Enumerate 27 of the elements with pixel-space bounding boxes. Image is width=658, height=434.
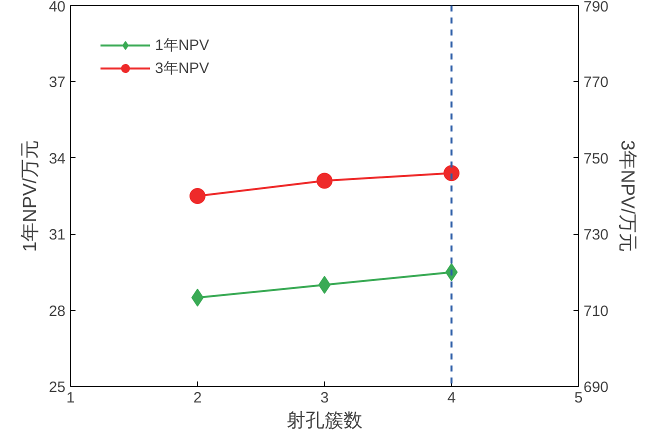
y-tick-label: 31 xyxy=(48,226,66,244)
y-tick-label: 28 xyxy=(48,302,66,320)
y-tick-label: 25 xyxy=(48,379,66,396)
y-tick-label: 34 xyxy=(48,150,66,168)
y2-tick-label: 750 xyxy=(584,150,609,168)
y-tick-label: 37 xyxy=(48,74,66,92)
point xyxy=(191,288,204,307)
y2-axis-title: 3年NPV/万元 xyxy=(616,140,638,252)
point xyxy=(318,276,331,294)
x-axis-title: 射孔簇数 xyxy=(286,410,362,432)
point xyxy=(190,188,206,204)
point xyxy=(316,172,332,189)
legend-label: 1年NPV xyxy=(155,36,210,54)
x-tick-label: 5 xyxy=(574,390,583,406)
y2-tick-label: 710 xyxy=(584,302,609,320)
y-tick-label: 40 xyxy=(48,0,66,16)
x-tick-label: 4 xyxy=(447,390,456,406)
x-tick-label: 3 xyxy=(320,390,329,406)
y2-tick-label: 790 xyxy=(584,0,609,16)
y-axis-title: 1年NPV/万元 xyxy=(20,140,41,252)
y2-tick-label: 690 xyxy=(584,379,609,396)
y2-tick-label: 770 xyxy=(584,74,609,92)
y2-tick-label: 730 xyxy=(584,226,609,244)
x-tick-label: 2 xyxy=(193,390,202,406)
x-tick-label: 1 xyxy=(66,390,75,406)
point xyxy=(444,165,460,182)
legend-label: 3年NPV xyxy=(155,58,210,78)
